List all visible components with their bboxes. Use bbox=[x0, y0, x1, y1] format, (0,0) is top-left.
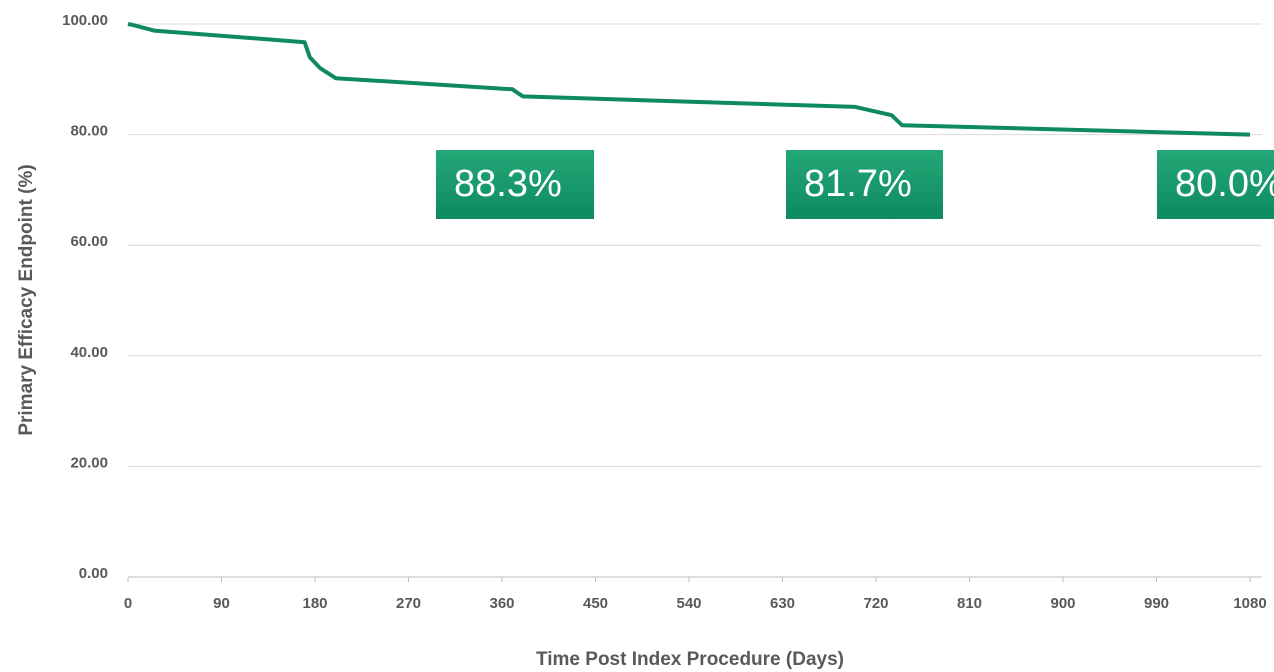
annotation-label: 88.3% bbox=[454, 163, 562, 205]
annotation-label: 80.0% bbox=[1175, 163, 1274, 205]
x-tick-label: 990 bbox=[1144, 595, 1169, 612]
annotation-box bbox=[1157, 150, 1274, 219]
y-tick-label: 60.00 bbox=[70, 233, 108, 250]
x-axis-title: Time Post Index Procedure (Days) bbox=[536, 649, 844, 670]
annotation-label: 81.7% bbox=[804, 163, 912, 205]
y-axis-title: Primary Efficacy Endpoint (%) bbox=[16, 164, 37, 435]
y-tick-label: 40.00 bbox=[70, 344, 108, 361]
x-tick-label: 450 bbox=[583, 595, 608, 612]
x-tick-label: 720 bbox=[863, 595, 888, 612]
x-tick-label: 270 bbox=[396, 595, 421, 612]
y-tick-label: 0.00 bbox=[79, 565, 108, 582]
annotation-box bbox=[786, 150, 943, 219]
x-tick-label: 810 bbox=[957, 595, 982, 612]
x-tick-label: 540 bbox=[676, 595, 701, 612]
x-tick-label: 90 bbox=[213, 595, 230, 612]
y-tick-label: 80.00 bbox=[70, 123, 108, 140]
annotation-box bbox=[436, 150, 594, 219]
x-tick-label: 0 bbox=[124, 595, 132, 612]
x-tick-label: 180 bbox=[302, 595, 327, 612]
x-tick-label: 1080 bbox=[1233, 595, 1266, 612]
y-tick-label: 100.00 bbox=[62, 12, 108, 29]
y-tick-label: 20.00 bbox=[70, 454, 108, 471]
x-tick-label: 900 bbox=[1050, 595, 1075, 612]
data-line bbox=[127, 22, 1251, 137]
x-tick-label: 360 bbox=[489, 595, 514, 612]
x-tick-label: 630 bbox=[770, 595, 795, 612]
